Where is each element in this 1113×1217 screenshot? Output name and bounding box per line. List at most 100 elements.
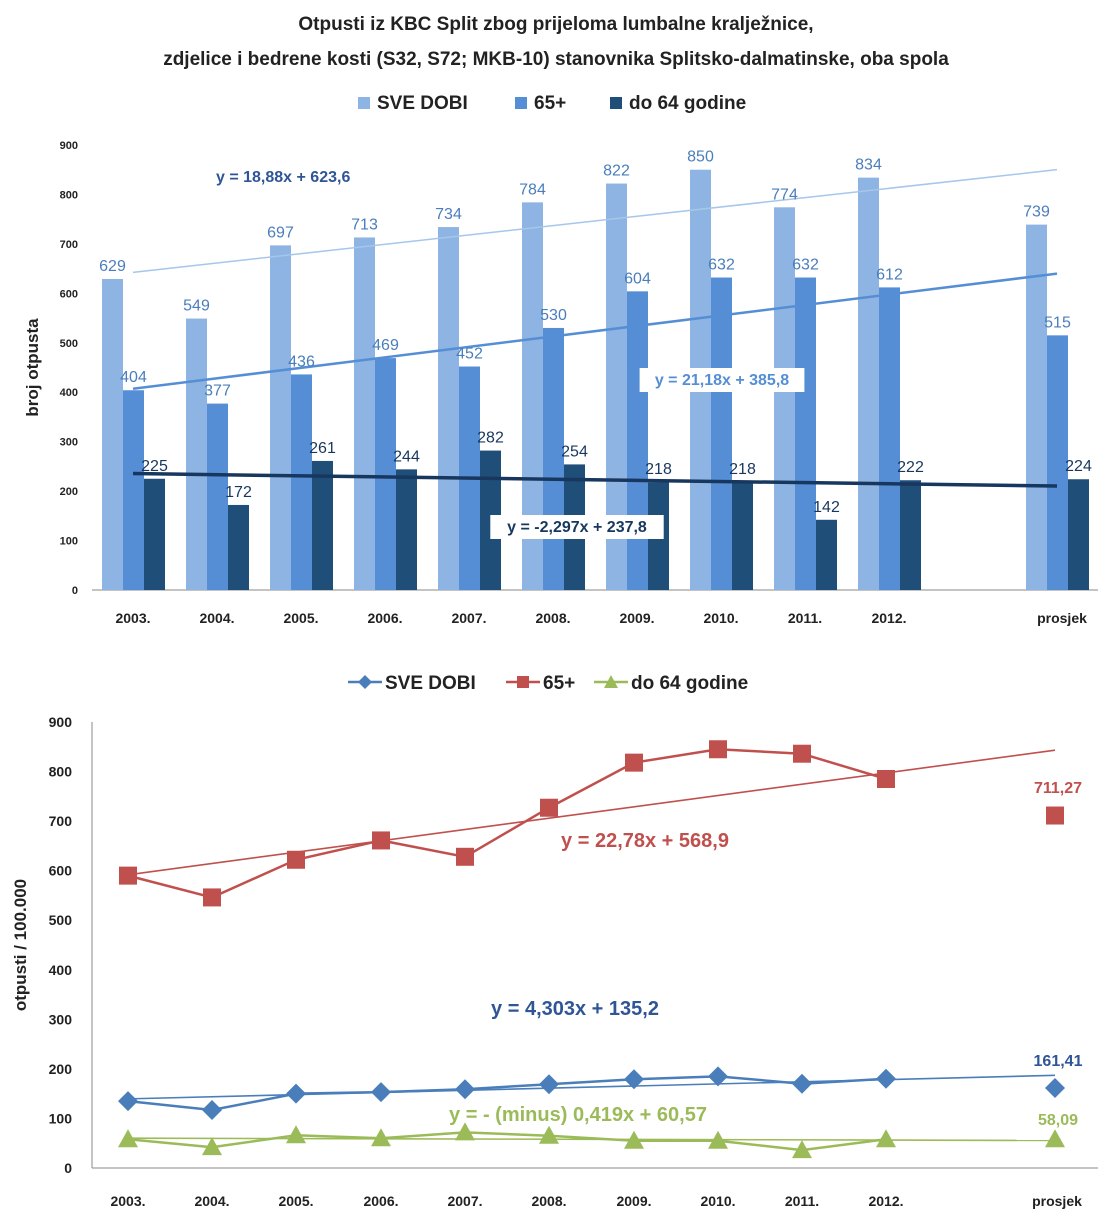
data-point (539, 1125, 559, 1144)
bar-value-label: 822 (603, 163, 630, 180)
bar-value-label: 469 (372, 337, 399, 354)
legend-label: SVE DOBI (385, 673, 476, 694)
bar-value-label: 734 (435, 206, 462, 223)
data-point (455, 1122, 475, 1141)
x-tick-label: 2011. (788, 610, 822, 626)
bar-value-label: 261 (309, 440, 336, 457)
legend-label: SVE DOBI (377, 93, 468, 114)
bar (522, 202, 543, 590)
x-tick-label: 2006. (363, 1193, 398, 1209)
data-point (1045, 1129, 1065, 1148)
data-point (540, 798, 558, 817)
y-tick-label: 600 (49, 863, 73, 879)
x-tick-label: prosjek (1037, 610, 1087, 626)
data-point (286, 1083, 306, 1104)
x-tick-label: 2008. (531, 1193, 566, 1209)
bar (291, 374, 312, 590)
data-point (708, 1066, 728, 1087)
y-axis-label: otpusti / 100.000 (11, 879, 30, 1011)
data-point (624, 1130, 644, 1149)
trendline (127, 749, 1056, 876)
data-point (372, 831, 390, 850)
data-point (118, 1129, 138, 1148)
y-tick-label: 800 (60, 189, 78, 201)
x-tick-label: prosjek (1032, 1193, 1082, 1209)
trendline (127, 1074, 1056, 1100)
data-point (286, 1125, 306, 1144)
bar-value-label: 612 (876, 266, 903, 283)
legend-marker (604, 675, 618, 688)
y-tick-label: 400 (49, 962, 73, 978)
bar-value-label: 515 (1044, 314, 1071, 331)
bar (396, 469, 417, 590)
legend-marker (517, 676, 529, 688)
x-tick-label: 2003. (110, 1193, 145, 1209)
average-label: 58,09 (1038, 1112, 1078, 1129)
bar-value-label: 436 (288, 353, 315, 370)
x-tick-label: 2012. (868, 1193, 903, 1209)
x-tick-label: 2007. (451, 610, 486, 626)
data-point (202, 1100, 222, 1121)
x-tick-label: 2006. (367, 610, 402, 626)
trendline-equation: y = 18,88x + 623,6 (216, 169, 350, 186)
bar (879, 287, 900, 590)
bar (1026, 224, 1047, 590)
bar (774, 207, 795, 591)
data-point (371, 1082, 391, 1103)
bar (1068, 479, 1089, 590)
equation-background (639, 368, 805, 392)
data-point (625, 753, 643, 772)
bar (627, 291, 648, 590)
bar-value-label: 632 (792, 257, 819, 274)
series-line (127, 1075, 887, 1112)
bar-value-label: 218 (729, 461, 756, 478)
y-axis-label: broj otpusta (23, 318, 42, 417)
series-line (127, 748, 887, 899)
data-point (1046, 806, 1064, 825)
bar (816, 519, 837, 590)
bar (228, 504, 249, 590)
legend-swatch (515, 97, 527, 109)
trendline-equation: y = 21,18x + 385,8 (655, 372, 789, 389)
bar-value-label: 530 (540, 307, 567, 324)
data-point (1045, 1078, 1065, 1099)
trendline-equation: y = 22,78x + 568,9 (561, 830, 729, 852)
y-tick-label: 900 (49, 714, 73, 730)
data-point (371, 1128, 391, 1147)
average-label: 711,27 (1034, 780, 1082, 797)
equation-background (490, 515, 664, 539)
legend-label: 65+ (534, 93, 566, 114)
bar-value-label: 452 (456, 346, 483, 363)
x-tick-label: 2005. (283, 610, 318, 626)
x-tick-label: 2008. (535, 610, 570, 626)
bar-value-label: 404 (120, 369, 147, 386)
bar (102, 278, 123, 590)
bar (354, 237, 375, 590)
x-tick-label: 2010. (700, 1193, 735, 1209)
y-tick-label: 800 (49, 764, 73, 780)
x-tick-label: 2004. (199, 610, 234, 626)
y-tick-label: 300 (49, 1011, 73, 1027)
data-point (456, 847, 474, 866)
bar-value-label: 629 (99, 258, 126, 275)
bar-value-label: 172 (225, 484, 252, 501)
x-tick-label: 2011. (785, 1193, 819, 1209)
y-tick-label: 100 (49, 1110, 73, 1126)
y-tick-label: 700 (60, 239, 78, 251)
bar (270, 245, 291, 590)
y-tick-label: 200 (49, 1061, 73, 1077)
bar (711, 277, 732, 590)
data-point (202, 1137, 222, 1156)
x-tick-label: 2010. (703, 610, 738, 626)
bar-value-label: 784 (519, 181, 546, 198)
bar (207, 403, 228, 590)
bar-value-label: 697 (267, 224, 294, 241)
y-tick-label: 900 (60, 140, 78, 152)
bar-value-label: 632 (708, 257, 735, 274)
y-tick-label: 0 (72, 585, 78, 597)
y-tick-label: 500 (60, 338, 78, 350)
data-point (287, 850, 305, 869)
bar-value-label: 713 (351, 216, 378, 233)
bar-value-label: 222 (897, 459, 924, 476)
trendline-equation: y = -2,297x + 237,8 (507, 519, 647, 536)
